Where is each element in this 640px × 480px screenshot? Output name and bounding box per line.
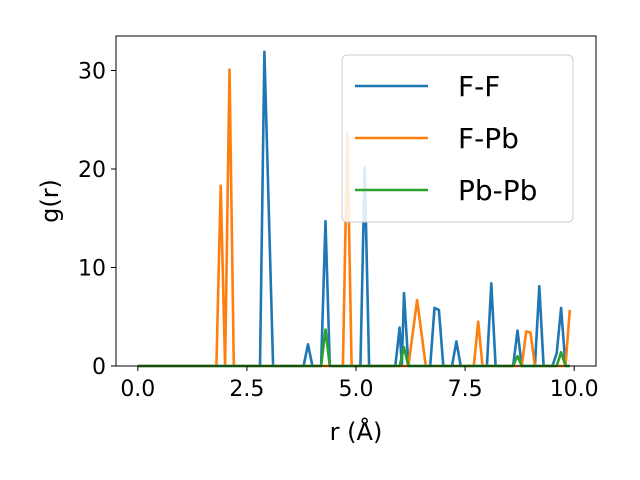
x-axis: 0.0 2.5 5.0 7.5 10.0 (120, 366, 599, 402)
legend-label-f-pb: F-Pb (458, 122, 519, 155)
y-tick-label: 0 (92, 355, 106, 380)
legend-label-pb-pb: Pb-Pb (458, 174, 537, 207)
x-tick-label: 0.0 (120, 377, 155, 402)
y-tick-label: 30 (78, 59, 106, 84)
y-tick-label: 10 (78, 256, 106, 281)
legend-box (341, 54, 574, 223)
x-tick-label: 7.5 (448, 377, 483, 402)
legend: F-F F-Pb Pb-Pb (341, 54, 574, 223)
y-axis: 0 10 20 30 (78, 59, 116, 380)
y-axis-label: g(r) (36, 179, 64, 223)
legend-label-f-f: F-F (458, 70, 500, 103)
series-line-f-pb (137, 68, 572, 368)
x-tick-label: 10.0 (550, 377, 599, 402)
y-tick-label: 20 (78, 158, 106, 183)
x-tick-label: 2.5 (229, 377, 264, 402)
x-axis-label: r (Å) (330, 417, 383, 446)
series-line-pb-pb (137, 328, 570, 368)
x-tick-label: 5.0 (339, 377, 374, 402)
